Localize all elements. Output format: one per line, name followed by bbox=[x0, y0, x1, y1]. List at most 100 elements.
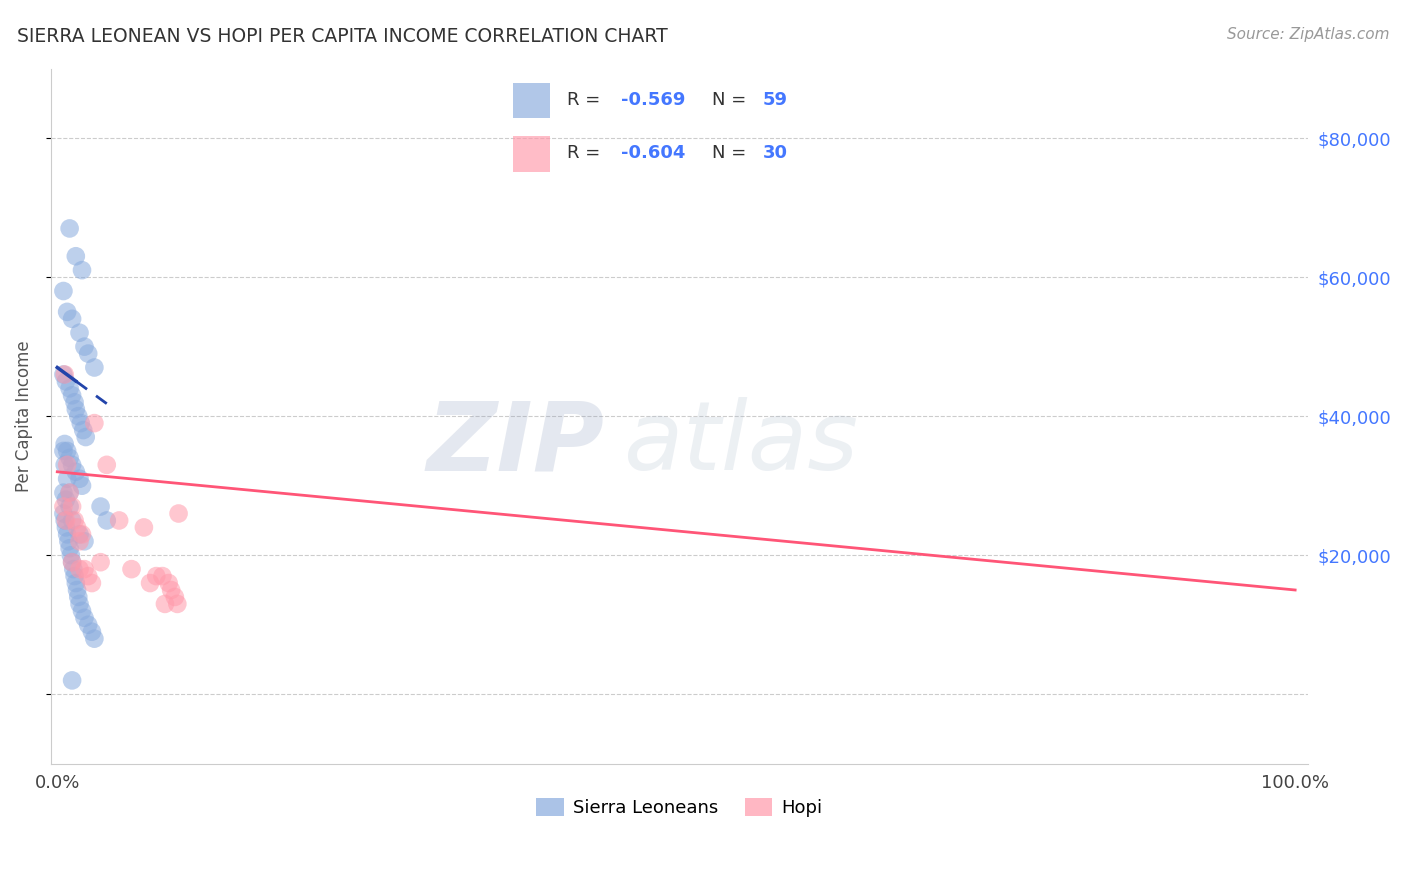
Point bbox=[90, 555, 112, 569]
Point bbox=[52, 507, 75, 521]
Point bbox=[75, 430, 97, 444]
Text: R =: R = bbox=[567, 91, 606, 110]
Point bbox=[52, 284, 75, 298]
Point bbox=[53, 437, 76, 451]
Point bbox=[66, 520, 89, 534]
Point bbox=[56, 305, 79, 319]
Point bbox=[80, 576, 103, 591]
Point bbox=[70, 263, 93, 277]
Point bbox=[67, 590, 90, 604]
Point bbox=[59, 450, 82, 465]
Point bbox=[70, 479, 93, 493]
Point bbox=[69, 534, 91, 549]
Point bbox=[60, 311, 83, 326]
Point bbox=[153, 597, 176, 611]
Point bbox=[59, 221, 82, 235]
Point bbox=[53, 368, 76, 382]
Point bbox=[63, 569, 86, 583]
Text: N =: N = bbox=[711, 144, 752, 161]
Point bbox=[80, 624, 103, 639]
Text: ZIP: ZIP bbox=[426, 398, 605, 491]
Point bbox=[139, 576, 162, 591]
Text: SIERRA LEONEAN VS HOPI PER CAPITA INCOME CORRELATION CHART: SIERRA LEONEAN VS HOPI PER CAPITA INCOME… bbox=[17, 27, 668, 45]
Text: -0.604: -0.604 bbox=[620, 144, 685, 161]
Point bbox=[167, 507, 190, 521]
Point bbox=[70, 604, 93, 618]
Point bbox=[67, 409, 90, 424]
Point bbox=[56, 458, 79, 472]
Point bbox=[157, 576, 180, 591]
Point bbox=[96, 513, 118, 527]
Point bbox=[77, 346, 100, 360]
Point bbox=[59, 485, 82, 500]
Point bbox=[69, 472, 91, 486]
Bar bbox=[513, 83, 550, 119]
Point bbox=[145, 569, 167, 583]
Point bbox=[60, 388, 83, 402]
Text: Source: ZipAtlas.com: Source: ZipAtlas.com bbox=[1226, 27, 1389, 42]
Point bbox=[96, 458, 118, 472]
Point bbox=[65, 465, 87, 479]
Y-axis label: Per Capita Income: Per Capita Income bbox=[15, 341, 32, 492]
Point bbox=[55, 520, 77, 534]
Text: 59: 59 bbox=[762, 91, 787, 110]
Point bbox=[73, 611, 96, 625]
Point bbox=[59, 381, 82, 395]
Point bbox=[108, 513, 131, 527]
Point bbox=[56, 444, 79, 458]
Point bbox=[166, 597, 188, 611]
Point bbox=[60, 458, 83, 472]
Point bbox=[83, 360, 105, 375]
Point bbox=[73, 340, 96, 354]
Point bbox=[59, 485, 82, 500]
Text: 30: 30 bbox=[762, 144, 787, 161]
Point bbox=[121, 562, 143, 576]
Text: N =: N = bbox=[711, 91, 752, 110]
Point bbox=[83, 416, 105, 430]
Point bbox=[69, 562, 91, 576]
Point bbox=[63, 513, 86, 527]
Point bbox=[69, 326, 91, 340]
Point bbox=[77, 617, 100, 632]
Point bbox=[52, 368, 75, 382]
Bar bbox=[513, 136, 550, 171]
Point bbox=[152, 569, 174, 583]
Point bbox=[55, 513, 77, 527]
Point bbox=[163, 590, 186, 604]
Point bbox=[52, 444, 75, 458]
Point bbox=[55, 375, 77, 389]
Point bbox=[90, 500, 112, 514]
Point bbox=[60, 555, 83, 569]
Text: -0.569: -0.569 bbox=[620, 91, 685, 110]
Legend: Sierra Leoneans, Hopi: Sierra Leoneans, Hopi bbox=[529, 790, 830, 824]
Point bbox=[60, 555, 83, 569]
Point bbox=[58, 534, 80, 549]
Point bbox=[59, 548, 82, 562]
Point bbox=[73, 534, 96, 549]
Point bbox=[53, 458, 76, 472]
Point bbox=[59, 541, 82, 556]
Point bbox=[52, 500, 75, 514]
Point bbox=[66, 582, 89, 597]
Point bbox=[56, 527, 79, 541]
Point bbox=[72, 423, 94, 437]
Point bbox=[65, 576, 87, 591]
Point bbox=[53, 513, 76, 527]
Point bbox=[65, 249, 87, 263]
Point bbox=[60, 500, 83, 514]
Point bbox=[77, 569, 100, 583]
Point bbox=[63, 395, 86, 409]
Text: R =: R = bbox=[567, 144, 606, 161]
Text: atlas: atlas bbox=[623, 398, 858, 491]
Point bbox=[132, 520, 155, 534]
Point bbox=[83, 632, 105, 646]
Point bbox=[59, 500, 82, 514]
Point bbox=[70, 527, 93, 541]
Point bbox=[69, 597, 91, 611]
Point bbox=[56, 472, 79, 486]
Point bbox=[69, 416, 91, 430]
Point bbox=[73, 562, 96, 576]
Point bbox=[65, 402, 87, 417]
Point bbox=[60, 513, 83, 527]
Point bbox=[62, 562, 84, 576]
